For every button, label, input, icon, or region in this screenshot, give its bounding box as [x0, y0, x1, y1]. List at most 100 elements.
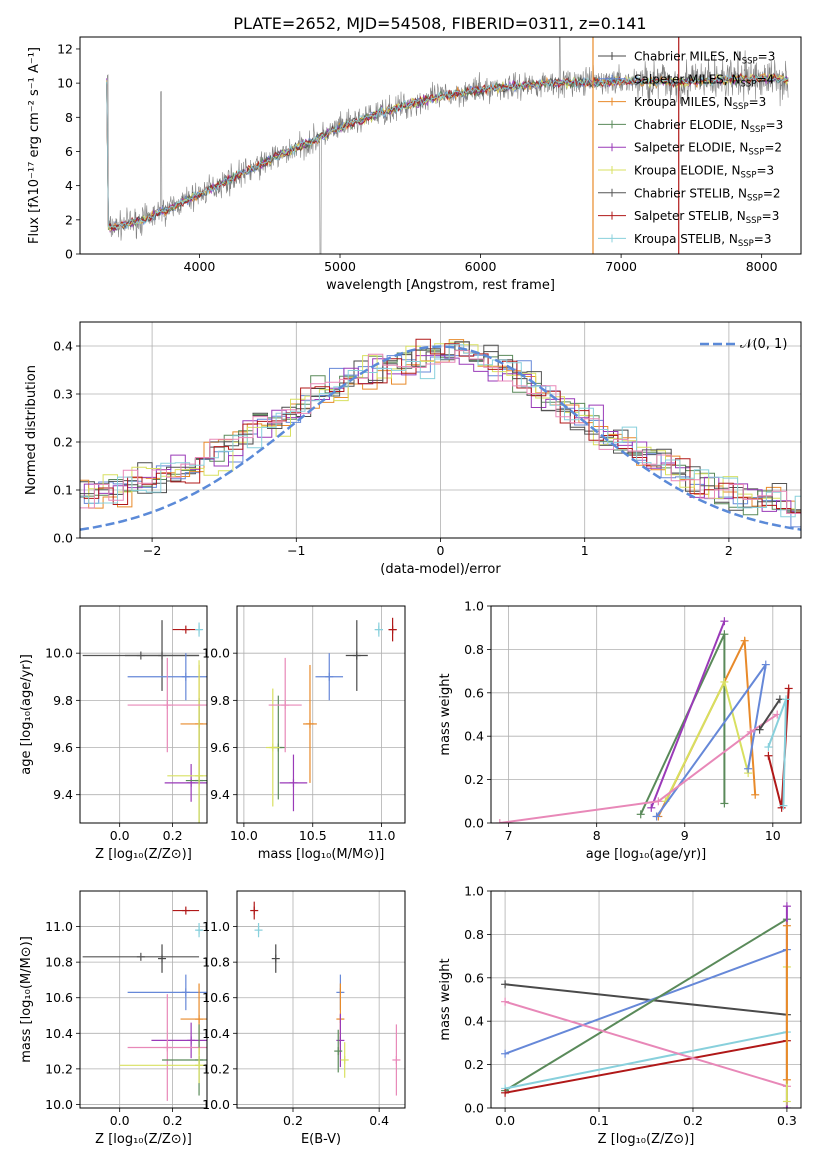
mass-vs-metallicity-panel: 0.0 0.2 10.0 10.2 10.4 10.6 10.8 11.0 Z [log₁₀(Z… [19, 890, 208, 1147]
y-tick-label: 10.2 [45, 1061, 73, 1076]
y-tick-label: 0.2 [464, 1057, 484, 1072]
x-tick-label: 0.0 [110, 1113, 130, 1128]
x-axis-label: Z [log₁₀(Z/Z⊙)] [95, 847, 192, 862]
legend-label: Kroupa MILES, NSSP=3 [634, 95, 766, 112]
y-tick-label: 1.0 [464, 884, 484, 899]
y-tick-label: 1.0 [464, 599, 484, 614]
histogram-step [80, 344, 801, 518]
y-tick-label: 0 [65, 247, 73, 262]
y-tick-label: 10.4 [202, 1026, 230, 1041]
age-vs-metallicity-panel: 0.0 0.2 9.4 9.6 9.8 10.0 Z [log₁₀(Z/Z⊙)] age [l… [19, 605, 208, 862]
x-tick-label: 0.3 [777, 1113, 797, 1128]
y-axis-label: mass weight [438, 958, 453, 1040]
series-line [504, 1039, 788, 1094]
x-tick-label: 1 [581, 543, 589, 558]
x-tick-label: 5000 [324, 259, 356, 274]
x-tick-label: 7000 [605, 259, 637, 274]
y-tick-label: 0.4 [464, 1014, 484, 1029]
series-line [504, 983, 788, 1016]
series-line [758, 698, 781, 731]
x-tick-label: 10.5 [299, 828, 327, 843]
legend-label: 𝒩(0, 1) [740, 337, 787, 352]
x-axis-label: (data-model)/error [380, 562, 501, 577]
x-tick-label: 7 [505, 828, 513, 843]
y-axis-label: Normed distribution [24, 365, 39, 495]
y-tick-label: 10.4 [45, 1026, 73, 1041]
histogram-step [80, 349, 801, 516]
y-tick-label: 0.8 [464, 927, 484, 942]
x-axis-label: mass [log₁₀(M/M⊙)] [258, 847, 385, 862]
y-tick-label: 10.0 [45, 646, 73, 661]
y-tick-label: 11.0 [45, 919, 73, 934]
y-tick-label: 12 [57, 41, 73, 56]
y-tick-label: 10.0 [202, 646, 230, 661]
normal-curve [80, 345, 801, 531]
y-tick-label: 0.2 [53, 435, 73, 450]
model-spectrum [106, 74, 789, 230]
y-tick-label: 10.2 [202, 1061, 230, 1076]
x-tick-label: 0.2 [163, 1113, 183, 1128]
x-tick-label: 10.0 [230, 828, 258, 843]
series-line [504, 918, 788, 1092]
mass-vs-ebv-panel: 0.2 0.4 10.0 10.2 10.4 10.6 10.8 11.0 E(B-V) [202, 890, 406, 1147]
series [501, 902, 791, 1108]
y-tick-label: 9.8 [53, 693, 73, 708]
y-tick-label: 10.0 [45, 1097, 73, 1112]
legend-label: Salpeter MILES, NSSP=4 [634, 72, 774, 89]
y-tick-label: 9.4 [53, 787, 73, 802]
axes-frame [490, 890, 802, 1109]
y-tick-label: 0.6 [464, 685, 484, 700]
y-tick-label: 0.0 [464, 816, 484, 831]
x-tick-label: 0.1 [589, 1113, 609, 1128]
x-axis-label: wavelength [Angstrom, rest frame] [326, 278, 555, 293]
y-tick-label: 9.6 [210, 740, 230, 755]
x-tick-label: 2 [725, 543, 733, 558]
series [495, 617, 793, 823]
legend-label: Chabrier MILES, NSSP=3 [634, 50, 775, 67]
x-tick-label: 0.2 [283, 1113, 303, 1128]
y-tick-label: 10.8 [45, 955, 73, 970]
y-tick-label: 6 [65, 144, 73, 159]
axes-frame [490, 605, 802, 824]
y-tick-label: 10 [57, 76, 73, 91]
figure-title: PLATE=2652, MJD=54508, FIBERID=0311, z=0… [233, 14, 646, 33]
x-tick-label: 0.2 [683, 1113, 703, 1128]
y-tick-label: 0.6 [464, 970, 484, 985]
y-axis-label: mass [log₁₀(M/M⊙)] [19, 936, 34, 1063]
y-tick-label: 10.0 [202, 1097, 230, 1112]
y-tick-label: 10.8 [202, 955, 230, 970]
x-tick-label: 6000 [465, 259, 497, 274]
histograms [80, 338, 801, 531]
axes-frame [79, 605, 208, 824]
x-tick-label: 8000 [746, 259, 778, 274]
x-tick-label: −1 [287, 543, 305, 558]
series-line [504, 1000, 788, 1088]
series-line [504, 1031, 788, 1090]
y-tick-label: 9.6 [53, 740, 73, 755]
points [250, 901, 401, 1096]
legend-label: Chabrier ELODIE, NSSP=3 [634, 118, 783, 135]
y-tick-label: 0.8 [464, 642, 484, 657]
y-tick-label: 0.4 [53, 339, 73, 354]
histogram-step [80, 341, 801, 513]
y-tick-label: 4 [65, 178, 73, 193]
y-tick-label: 8 [65, 110, 73, 125]
x-tick-label: 0.2 [163, 828, 183, 843]
series-line [499, 713, 778, 823]
points [82, 620, 207, 823]
x-axis-label: age [log₁₀(age/yr)] [586, 847, 707, 862]
series-line [655, 664, 767, 818]
legend-label: Kroupa ELODIE, NSSP=3 [634, 164, 774, 181]
x-tick-label: −2 [143, 543, 161, 558]
legend-label: Salpeter ELODIE, NSSP=2 [634, 141, 782, 158]
x-tick-label: 0.0 [110, 828, 130, 843]
weight-vs-age-panel: 7 8 9 10 0.0 0.2 0.4 0.6 0.8 1.0 age [log₁₀(age/yr… [438, 599, 802, 862]
axes-frame [236, 890, 406, 1109]
x-axis-label: Z [log₁₀(Z/Z⊙)] [95, 1132, 192, 1147]
axes-frame [79, 890, 208, 1109]
spectrum-lines [106, 37, 789, 254]
y-tick-label: 2 [65, 212, 73, 227]
y-tick-label: 0.2 [464, 772, 484, 787]
